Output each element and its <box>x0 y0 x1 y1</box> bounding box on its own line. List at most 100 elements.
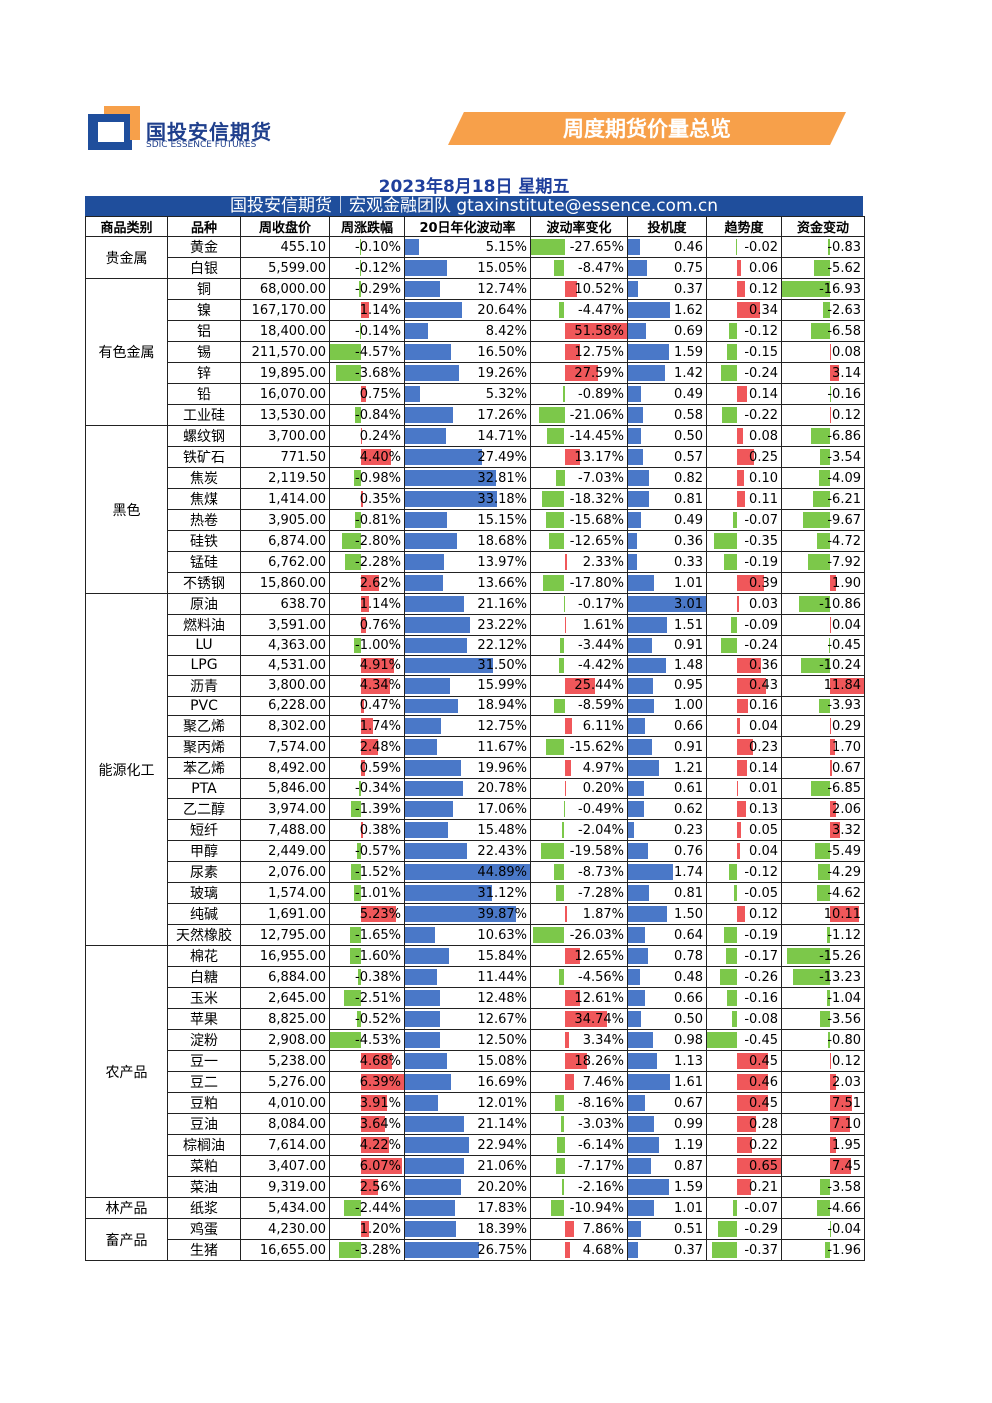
data-bar <box>540 843 565 860</box>
data-bar <box>405 1200 455 1217</box>
value-cell: 0.67 <box>627 1092 707 1115</box>
table-row: 玉米 2,645.00 -2.51% 12.48% 12.61% 0.66 -0.16 -1.… <box>86 987 865 1010</box>
data-bar <box>737 1074 769 1091</box>
value-cell: 7.10 <box>781 1113 865 1136</box>
value-cell: 1.19 <box>627 1134 707 1157</box>
cell-text: -0.07 <box>744 1200 778 1216</box>
cell-text: 15.08% <box>477 1053 527 1069</box>
cell-text: 苹果 <box>190 1012 218 1029</box>
data-bar <box>558 969 565 986</box>
value-cell: 6.07% <box>329 1155 405 1178</box>
value-cell: 1.51 <box>627 614 707 636</box>
data-bar <box>628 239 640 255</box>
value-cell: -0.38% <box>329 966 405 989</box>
value-cell: 0.08 <box>781 341 865 363</box>
data-bar <box>405 948 450 965</box>
cell-text: 15.84% <box>477 948 527 964</box>
name-cell: 锰硅 <box>167 551 241 573</box>
data-bar <box>812 491 831 507</box>
cell-text: 0.75% <box>359 386 401 402</box>
value-cell: 1.20% <box>329 1218 405 1241</box>
cell-text: 0.20% <box>582 781 624 797</box>
value-cell: -0.12 <box>706 861 782 884</box>
table-row: 铅 16,070.00 0.75% 5.32% -0.89% 0.49 0.14 -0.16 <box>86 383 865 405</box>
cell-text: 0.11 <box>749 491 778 507</box>
cell-text: 4.40% <box>359 449 401 465</box>
data-bar <box>360 575 379 591</box>
value-cell: -0.16 <box>706 987 782 1010</box>
name-cell: 生猪 <box>167 1239 241 1262</box>
value-cell: -0.02 <box>706 236 782 258</box>
cell-text: -0.12% <box>355 260 401 276</box>
table-row: 豆一 5,238.00 4.68% 15.08% 18.26% 1.13 0.45 0.12 <box>86 1050 865 1073</box>
value-cell: 0.50 <box>627 1008 707 1031</box>
data-bar <box>360 906 397 923</box>
value-cell: 16.69% <box>404 1071 531 1094</box>
table-row: 玻璃 1,574.00 -1.01% 31.12% -7.28% 0.81 -0.05 -4.… <box>86 882 865 905</box>
data-bar <box>344 1200 361 1217</box>
value-cell: -1.65% <box>329 924 405 947</box>
table-row: 聚丙烯 7,574.00 2.48% 11.67% -15.62% 0.91 0.23 1.7… <box>86 736 865 759</box>
cell-text: 镍 <box>197 303 211 319</box>
cell-text: 23.22% <box>477 617 527 633</box>
data-bar <box>818 864 831 881</box>
data-bar <box>554 698 565 714</box>
value-cell: 1,414.00 <box>240 488 330 510</box>
cell-text: -12.65% <box>569 533 624 549</box>
data-bar <box>564 760 571 777</box>
value-cell: 455.10 <box>240 236 330 258</box>
cell-text: 0.98 <box>674 1032 703 1048</box>
data-bar <box>564 323 627 339</box>
value-cell: 6,884.00 <box>240 966 330 989</box>
cell-text: LU <box>195 637 213 654</box>
table-row: 甲醇 2,449.00 -0.57% 22.43% -19.58% 0.76 0.04 -5.… <box>86 840 865 863</box>
cell-text: 1.70 <box>832 739 861 755</box>
cell-text: -2.16% <box>578 1179 624 1195</box>
cell-text: -0.24 <box>744 365 778 381</box>
data-bar <box>737 281 746 297</box>
value-cell: -1.01% <box>329 882 405 905</box>
cell-text: 3,407.00 <box>268 1158 326 1174</box>
data-bar <box>564 1074 574 1091</box>
cell-text: 18.26% <box>574 1053 624 1069</box>
cell-text: 0.10 <box>749 470 778 486</box>
value-cell: 1.95 <box>781 1134 865 1157</box>
cell-text: 3,591.00 <box>268 617 326 633</box>
name-cell: PTA <box>167 778 241 800</box>
cell-text: 44.89% <box>477 864 527 880</box>
data-bar <box>737 822 741 839</box>
banner: 周度期货价量总览 <box>448 112 846 145</box>
value-cell: 22.12% <box>404 635 531 656</box>
table-row: 焦煤 1,414.00 0.35% 33.18% -18.32% 0.81 0.11 -6.2… <box>86 488 865 510</box>
cell-text: -18.32% <box>569 491 624 507</box>
data-bar <box>564 1221 575 1238</box>
cell-text: -8.47% <box>578 260 624 276</box>
value-cell: 3.34% <box>530 1029 628 1052</box>
data-bar <box>799 596 831 612</box>
data-bar <box>360 449 391 465</box>
value-cell: -0.19 <box>706 924 782 947</box>
value-cell: 11.44% <box>404 966 531 989</box>
table-row: 生猪 16,655.00 -3.28% 26.75% 4.68% 0.37 -0.37 -1.… <box>86 1239 865 1262</box>
value-cell: 3,591.00 <box>240 614 330 636</box>
data-bar <box>817 885 831 902</box>
value-cell: -0.49% <box>530 798 628 821</box>
column-header: 周收盘价 <box>240 216 330 237</box>
value-cell: -8.47% <box>530 257 628 279</box>
data-bar <box>405 617 470 633</box>
cell-text: 167,170.00 <box>251 302 326 318</box>
value-cell: 5.15% <box>404 236 531 258</box>
cell-text: 1.00 <box>674 698 703 714</box>
cell-text: 7.45 <box>832 1158 861 1174</box>
data-bar <box>351 801 361 818</box>
value-cell: -0.07 <box>706 1197 782 1220</box>
cell-text: -4.62 <box>827 885 861 901</box>
data-bar <box>554 260 565 276</box>
data-bar <box>360 1179 379 1196</box>
name-cell: 天然橡胶 <box>167 924 241 947</box>
value-cell: -3.58 <box>781 1176 865 1199</box>
value-cell: 3,905.00 <box>240 509 330 531</box>
data-bar <box>628 302 670 318</box>
cell-text: 0.16 <box>749 698 778 714</box>
